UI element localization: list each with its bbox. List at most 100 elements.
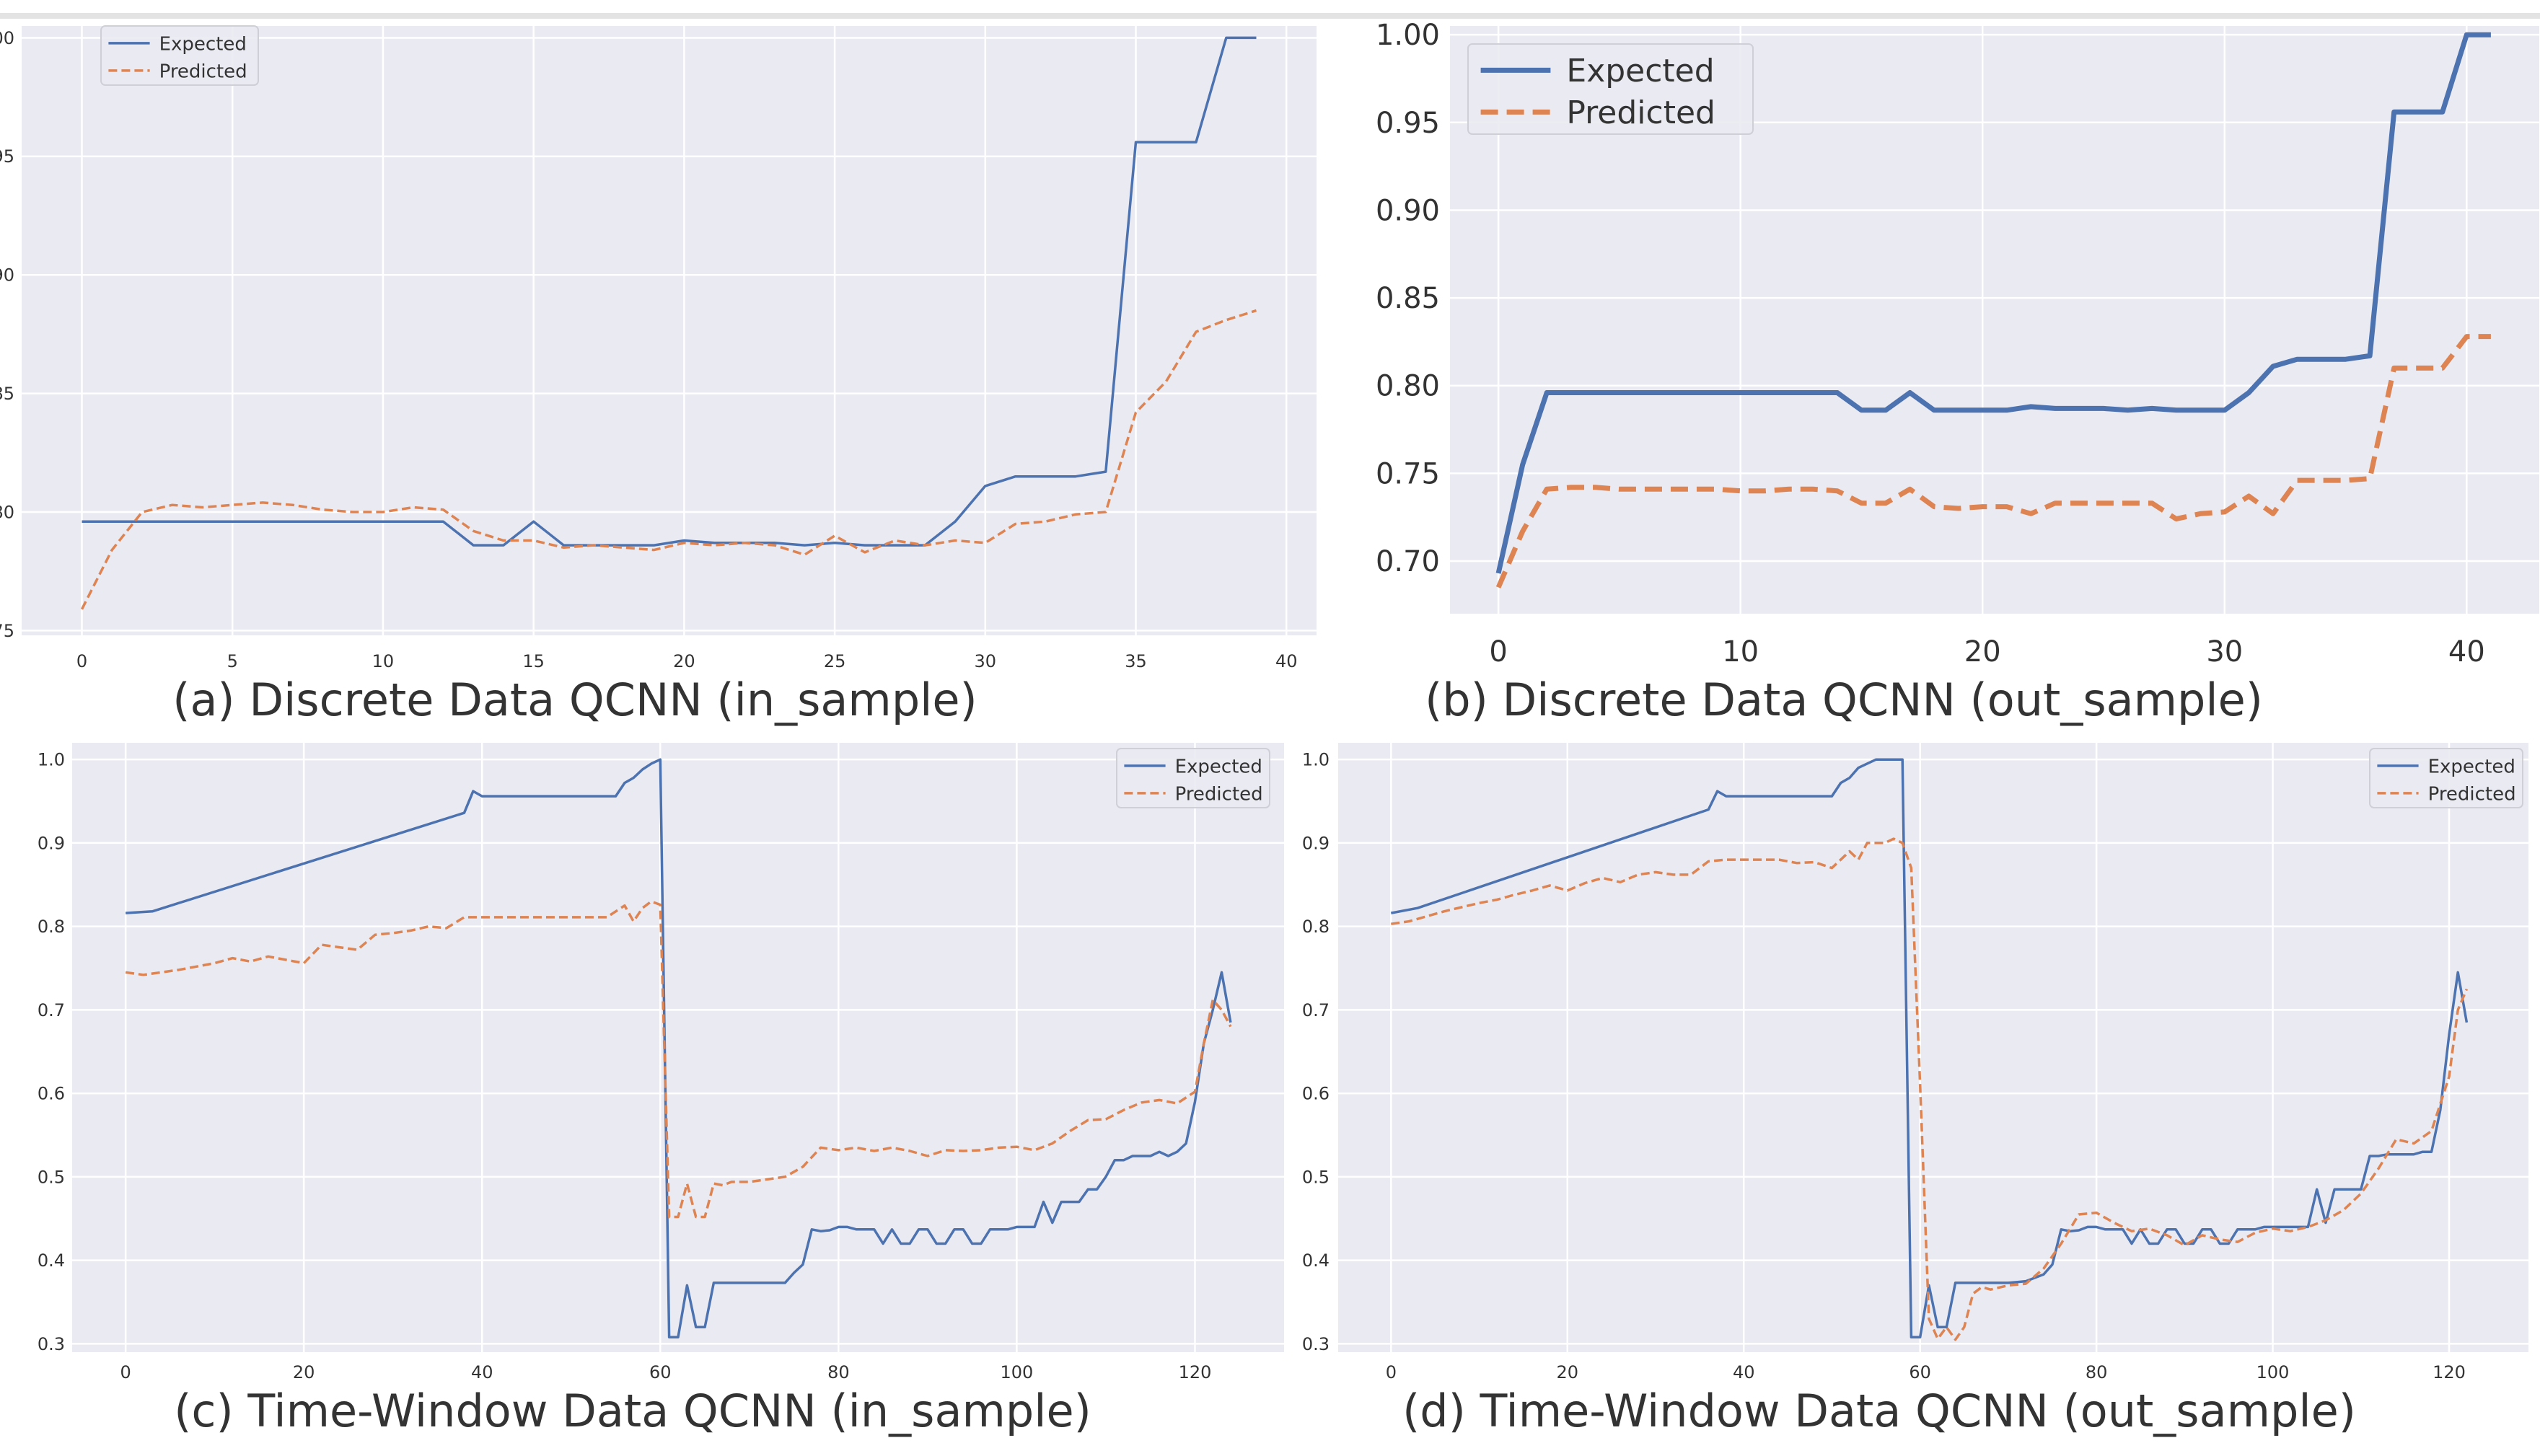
x-tick-label: 15 [522, 651, 545, 671]
y-tick-label: 0.9 [38, 833, 65, 853]
y-tick-label: 0.4 [1302, 1250, 1330, 1271]
plot-area-d [1338, 743, 2528, 1352]
y-tick-label: 0.90 [0, 265, 14, 286]
gridlines-d [1338, 743, 2528, 1352]
gridlines-c [72, 743, 1284, 1352]
y-tick-label: 1.0 [1302, 750, 1330, 770]
x-tick-label: 100 [2256, 1362, 2290, 1382]
y-tick-label: 0.4 [38, 1250, 65, 1271]
chart-c-caption: (c) Time-Window Data QCNN (in_sample) [174, 1385, 1091, 1437]
legend-label-expected: Expected [159, 33, 247, 55]
plot-area-a [22, 26, 1317, 635]
legend-label-expected: Expected [1566, 53, 1714, 89]
y-tick-label: 0.85 [0, 384, 14, 404]
legend-label-predicted: Predicted [1175, 783, 1263, 805]
x-tick-label: 30 [2206, 635, 2243, 669]
y-tick-label: 0.95 [0, 146, 14, 167]
y-tick-label: 0.6 [38, 1084, 65, 1104]
x-tick-label: 20 [673, 651, 695, 671]
series-line-expected-a [82, 36, 1257, 547]
x-tick-label: 40 [2448, 635, 2485, 669]
x-tick-labels-b: 0 10 20 30 40 [1489, 635, 2484, 669]
y-tick-label: 1.00 [0, 28, 14, 48]
x-tick-labels-a: 0 5 10 15 20 25 30 35 40 [76, 651, 1298, 671]
y-tick-label: 0.95 [1376, 107, 1440, 140]
y-tick-label: 0.85 [1376, 282, 1440, 315]
gridlines-b [1450, 26, 2539, 614]
legend-a: Expected Predicted [100, 25, 259, 86]
legend-c: Expected Predicted [1116, 748, 1270, 808]
x-tick-label: 0 [120, 1362, 131, 1382]
chart-d-svg: 0 20 40 60 80 100 120 0.3 0.4 0.5 0.6 0.7 0.8 0.9 1.0 E… [1302, 743, 2528, 1382]
y-tick-label: 1.0 [38, 750, 65, 770]
x-tick-label: 100 [1001, 1362, 1034, 1382]
legend-b: Expected Predicted [1467, 43, 1754, 135]
top-divider [0, 13, 2540, 19]
y-tick-label: 0.75 [0, 621, 14, 641]
series-line-predicted-b [1495, 334, 2491, 588]
x-tick-label: 25 [824, 651, 846, 671]
x-tick-label: 30 [975, 651, 997, 671]
x-tick-label: 10 [372, 651, 395, 671]
chart-a-svg: 0 5 10 15 20 25 30 35 40 0.75 0.80 0.85 0.90 0.95 1.00… [0, 25, 1317, 671]
y-tick-labels-b: 0.70 0.75 0.80 0.85 0.90 0.95 1.00 [1376, 19, 1440, 578]
chart-panel-c: 0 20 40 60 80 100 120 0.3 0.4 0.5 0.6 0.7 0.8 0.9 1.0 E… [0, 736, 1291, 1456]
x-tick-labels-c: 0 20 40 60 80 100 120 [120, 1362, 1211, 1382]
chart-panel-d: 0 20 40 60 80 100 120 0.3 0.4 0.5 0.6 0.7 0.8 0.9 1.0 E… [1291, 736, 2540, 1456]
legend-label-predicted: Predicted [2428, 783, 2516, 805]
series-line-expected-d [1390, 758, 2469, 1338]
y-tick-label: 0.7 [1302, 1000, 1330, 1020]
chart-panel-a: 0 5 10 15 20 25 30 35 40 0.75 0.80 0.85 0.90 0.95 1.00… [0, 19, 1327, 754]
y-tick-label: 0.8 [38, 917, 65, 937]
y-tick-label: 0.5 [38, 1167, 65, 1187]
y-tick-labels-c: 0.3 0.4 0.5 0.6 0.7 0.8 0.9 1.0 [38, 750, 65, 1354]
x-tick-label: 5 [227, 651, 238, 671]
x-tick-label: 35 [1125, 651, 1147, 671]
x-tick-label: 80 [2086, 1362, 2108, 1382]
x-tick-label: 20 [293, 1362, 315, 1382]
chart-b-caption: (b) Discrete Data QCNN (out_sample) [1425, 674, 2263, 726]
y-tick-label: 0.6 [1302, 1084, 1330, 1104]
series-line-predicted-d [1391, 837, 2469, 1341]
y-tick-label: 0.8 [1302, 917, 1330, 937]
y-tick-label: 0.80 [0, 502, 14, 522]
y-tick-label: 0.90 [1376, 194, 1440, 227]
legend-label-expected: Expected [2428, 756, 2515, 777]
y-tick-label: 0.9 [1302, 833, 1330, 853]
x-tick-label: 120 [1179, 1362, 1212, 1382]
series-line-expected-c [125, 758, 1232, 1338]
x-tick-label: 40 [1275, 651, 1298, 671]
x-tick-label: 40 [1733, 1362, 1755, 1382]
series-line-predicted-a [80, 309, 1257, 610]
y-tick-labels-d: 0.3 0.4 0.5 0.6 0.7 0.8 0.9 1.0 [1302, 750, 1330, 1354]
x-tick-label: 10 [1722, 635, 1759, 669]
x-tick-label: 80 [827, 1362, 850, 1382]
series-line-expected-b [1495, 32, 2491, 574]
y-tick-label: 0.3 [1302, 1334, 1330, 1354]
y-tick-labels-a: 0.75 0.80 0.85 0.90 0.95 1.00 [0, 28, 14, 641]
legend-d: Expected Predicted [2369, 748, 2523, 808]
y-tick-label: 0.70 [1376, 545, 1440, 578]
y-tick-label: 0.3 [38, 1334, 65, 1354]
plot-area-c [72, 743, 1284, 1352]
y-tick-label: 0.75 [1376, 457, 1440, 490]
y-tick-label: 0.80 [1376, 370, 1440, 403]
chart-c-svg: 0 20 40 60 80 100 120 0.3 0.4 0.5 0.6 0.7 0.8 0.9 1.0 E… [38, 743, 1284, 1382]
x-tick-labels-d: 0 20 40 60 80 100 120 [1386, 1362, 2466, 1382]
x-tick-label: 60 [649, 1362, 672, 1382]
legend-label-predicted: Predicted [159, 61, 247, 82]
y-tick-label: 1.00 [1376, 19, 1440, 52]
x-tick-label: 40 [471, 1362, 493, 1382]
x-tick-label: 20 [1964, 635, 2001, 669]
chart-d-caption: (d) Time-Window Data QCNN (out_sample) [1402, 1385, 2356, 1437]
y-tick-label: 0.5 [1302, 1167, 1330, 1187]
x-tick-label: 0 [76, 651, 87, 671]
y-tick-label: 0.7 [38, 1000, 65, 1020]
chart-b-svg: 0 10 20 30 40 0.70 0.75 0.80 0.85 0.90 0.95 1.00 Exp… [1376, 19, 2539, 669]
legend-label-expected: Expected [1175, 756, 1262, 777]
x-tick-label: 120 [2433, 1362, 2466, 1382]
x-tick-label: 0 [1489, 635, 1507, 669]
x-tick-label: 0 [1386, 1362, 1397, 1382]
x-tick-label: 20 [1557, 1362, 1579, 1382]
